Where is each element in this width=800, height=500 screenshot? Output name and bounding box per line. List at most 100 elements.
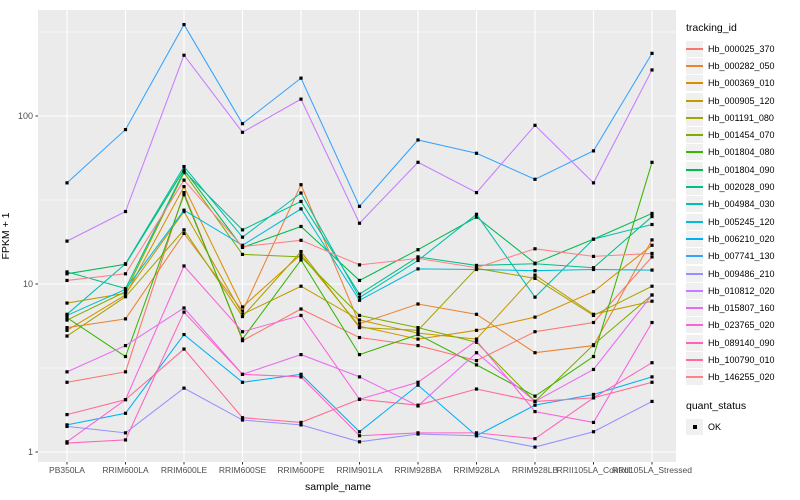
data-point [474, 431, 479, 435]
data-point [240, 130, 245, 134]
data-point [533, 273, 537, 277]
legend-tracking-title: tracking_id [686, 22, 737, 34]
data-point [240, 337, 245, 341]
legend-item-Hb_089140_090: Hb_089140_090 [686, 334, 800, 351]
data-point [65, 380, 69, 384]
legend-key-line [686, 186, 703, 189]
legend-key-swatch [686, 179, 703, 196]
data-point [650, 320, 654, 325]
legend-item-label: Hb_001454_070 [708, 130, 775, 141]
legend-key-swatch [686, 75, 703, 92]
data-point [299, 238, 303, 242]
data-point [240, 416, 245, 420]
legend-item-Hb_006210_020: Hb_006210_020 [686, 230, 800, 247]
legend-item-label: Hb_007741_130 [708, 251, 775, 262]
legend-key-line [686, 47, 703, 50]
legend-item-label: Hb_001804_080 [708, 147, 775, 158]
legend-key-line [686, 134, 703, 137]
data-point [533, 262, 537, 266]
data-point [299, 420, 303, 425]
data-point [416, 160, 420, 164]
legend-item-label: Hb_002028_090 [708, 182, 775, 193]
legend-item-Hb_146255_020: Hb_146255_020 [686, 369, 800, 386]
legend-key-swatch [686, 351, 703, 368]
data-point [65, 301, 69, 305]
data-point [357, 318, 362, 322]
legend-key-line [686, 324, 703, 327]
data-point [474, 215, 479, 219]
legend-key-swatch [686, 369, 703, 386]
data-point [650, 293, 654, 297]
data-point [533, 409, 537, 414]
legend-key-line [686, 307, 703, 310]
data-point [533, 351, 537, 355]
legend-item-Hb_015807_160: Hb_015807_160 [686, 299, 800, 317]
data-point [650, 268, 654, 272]
data-point [533, 437, 537, 441]
legend-key-swatch [686, 196, 703, 213]
data-point [416, 248, 420, 252]
legend-key-line [686, 376, 703, 379]
data-point [474, 212, 479, 216]
data-point [591, 290, 596, 294]
legend-item-Hb_000025_370: Hb_000025_370 [686, 40, 800, 57]
data-point [299, 255, 303, 259]
data-point [591, 430, 596, 434]
data-point [416, 380, 420, 384]
data-point [357, 397, 362, 401]
data-point [650, 284, 654, 288]
data-point [182, 332, 186, 337]
data-point [240, 314, 245, 319]
data-point [650, 380, 654, 384]
data-point [123, 370, 128, 374]
data-point [416, 343, 420, 348]
legend-key-swatch [686, 248, 703, 265]
data-point [240, 252, 245, 257]
data-point [182, 164, 186, 169]
legend-key-line [686, 203, 703, 206]
legend-key-point [692, 424, 697, 429]
data-point [299, 76, 303, 80]
data-point [123, 209, 128, 214]
data-point [123, 295, 128, 299]
data-point [299, 258, 303, 262]
data-point [182, 386, 186, 390]
data-point [65, 239, 69, 243]
data-point [123, 398, 128, 402]
data-point [299, 252, 303, 257]
legend-item-Hb_001804_080: Hb_001804_080 [686, 144, 800, 161]
data-point [474, 151, 479, 155]
data-point [650, 51, 654, 55]
data-point [182, 310, 186, 314]
legend-key-line [686, 64, 703, 67]
legend-key-swatch [686, 300, 703, 317]
data-point [357, 322, 362, 326]
y-tick-label: 10 [22, 278, 33, 289]
legend-key-swatch [686, 265, 703, 282]
legend-key-swatch [686, 92, 703, 109]
legend-item-label: Hb_000282_050 [708, 60, 775, 71]
data-point [650, 211, 654, 216]
legend-item-Hb_001454_070: Hb_001454_070 [686, 126, 800, 144]
legend-key-line [686, 358, 703, 361]
data-point [416, 138, 420, 142]
data-point [474, 387, 479, 391]
data-point [357, 375, 362, 379]
data-point [65, 270, 69, 274]
data-point [533, 445, 537, 449]
legend: tracking_id Hb_000025_370 Hb_000282_050 Hb… [686, 22, 800, 435]
data-point [591, 392, 596, 397]
data-point [299, 375, 303, 379]
legend-item-label: Hb_010812_020 [708, 285, 775, 296]
data-point [299, 352, 303, 357]
data-point [182, 53, 186, 57]
data-point [357, 204, 362, 208]
data-point [123, 272, 128, 276]
legend-key-swatch [686, 317, 703, 334]
data-point [240, 330, 245, 334]
data-point [65, 326, 69, 330]
data-point [357, 298, 362, 302]
legend-key-line [686, 116, 703, 119]
data-point [182, 184, 186, 189]
